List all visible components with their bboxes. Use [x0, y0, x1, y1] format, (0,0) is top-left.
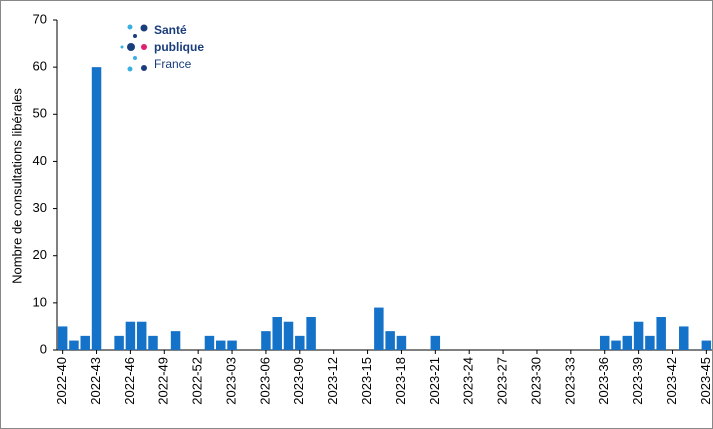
- y-tick-label: 40: [33, 153, 47, 168]
- logo-dot: [141, 44, 147, 50]
- x-tick-label: 2023-42: [664, 357, 679, 405]
- x-tick-label: 2023-45: [698, 357, 713, 405]
- x-tick-label: 2023-21: [427, 357, 442, 405]
- y-tick-label: 30: [33, 200, 47, 215]
- logo-dot: [133, 34, 137, 38]
- x-tick-label: 2022-46: [122, 357, 137, 405]
- x-tick-label: 2022-52: [190, 357, 205, 405]
- bar: [599, 335, 610, 350]
- y-tick-label: 0: [40, 341, 47, 356]
- bar: [272, 317, 282, 350]
- y-tick-label: 10: [33, 294, 47, 309]
- bar: [430, 335, 441, 350]
- x-tick-label: 2023-03: [223, 357, 238, 405]
- bar: [136, 321, 147, 350]
- x-tick-label: 2023-24: [461, 357, 476, 405]
- bar: [656, 317, 666, 350]
- y-tick-label: 20: [33, 247, 47, 262]
- bar: [295, 335, 305, 350]
- bar: [396, 335, 407, 350]
- bar: [125, 321, 136, 350]
- bar: [148, 335, 158, 350]
- bar: [385, 331, 395, 350]
- bar: [170, 331, 181, 350]
- logo-text: France: [154, 57, 192, 71]
- x-tick-label: 2023-30: [528, 357, 543, 405]
- logo-text: Santé: [154, 23, 187, 37]
- logo-dot: [140, 24, 148, 32]
- bar: [374, 307, 384, 350]
- bar: [114, 335, 124, 350]
- bar: [645, 335, 655, 350]
- x-tick-label: 2023-39: [630, 357, 645, 405]
- logo-dot: [141, 65, 147, 71]
- x-tick-label: 2023-09: [291, 357, 306, 405]
- x-tick-label: 2023-33: [562, 357, 577, 405]
- y-axis-label: Nombre de consultations libérales: [9, 88, 24, 284]
- bar: [261, 331, 271, 350]
- bar: [91, 67, 102, 351]
- logo-dot: [120, 45, 124, 49]
- y-tick-label: 50: [33, 106, 47, 121]
- logo-dot: [133, 56, 137, 60]
- x-tick-label: 2023-15: [359, 357, 374, 405]
- x-tick-label: 2022-40: [54, 357, 69, 405]
- bar: [80, 335, 90, 350]
- bar: [701, 340, 712, 350]
- bar: [622, 335, 633, 350]
- bar: [204, 335, 215, 350]
- logo-dot: [127, 43, 135, 51]
- bar: [679, 326, 689, 350]
- x-tick-label: 2022-49: [156, 357, 171, 405]
- x-tick-label: 2023-06: [257, 357, 272, 405]
- bar: [633, 321, 644, 350]
- bar: [216, 340, 226, 350]
- bar: [69, 340, 79, 350]
- bar: [227, 340, 237, 350]
- bar: [611, 340, 621, 350]
- x-tick-label: 2023-18: [393, 357, 408, 405]
- x-tick-label: 2023-12: [325, 357, 340, 405]
- logo-dot: [127, 24, 133, 30]
- bar: [57, 326, 68, 350]
- logo-text: publique: [154, 40, 204, 54]
- x-tick-label: 2023-27: [495, 357, 510, 405]
- bar: [306, 317, 316, 350]
- x-tick-label: 2022-43: [88, 357, 103, 405]
- bar: [283, 321, 294, 350]
- y-tick-label: 60: [33, 59, 47, 74]
- x-tick-label: 2023-36: [596, 357, 611, 405]
- logo-dot: [127, 66, 133, 72]
- logo: Santé publique France: [120, 23, 204, 72]
- y-tick-label: 70: [33, 11, 47, 26]
